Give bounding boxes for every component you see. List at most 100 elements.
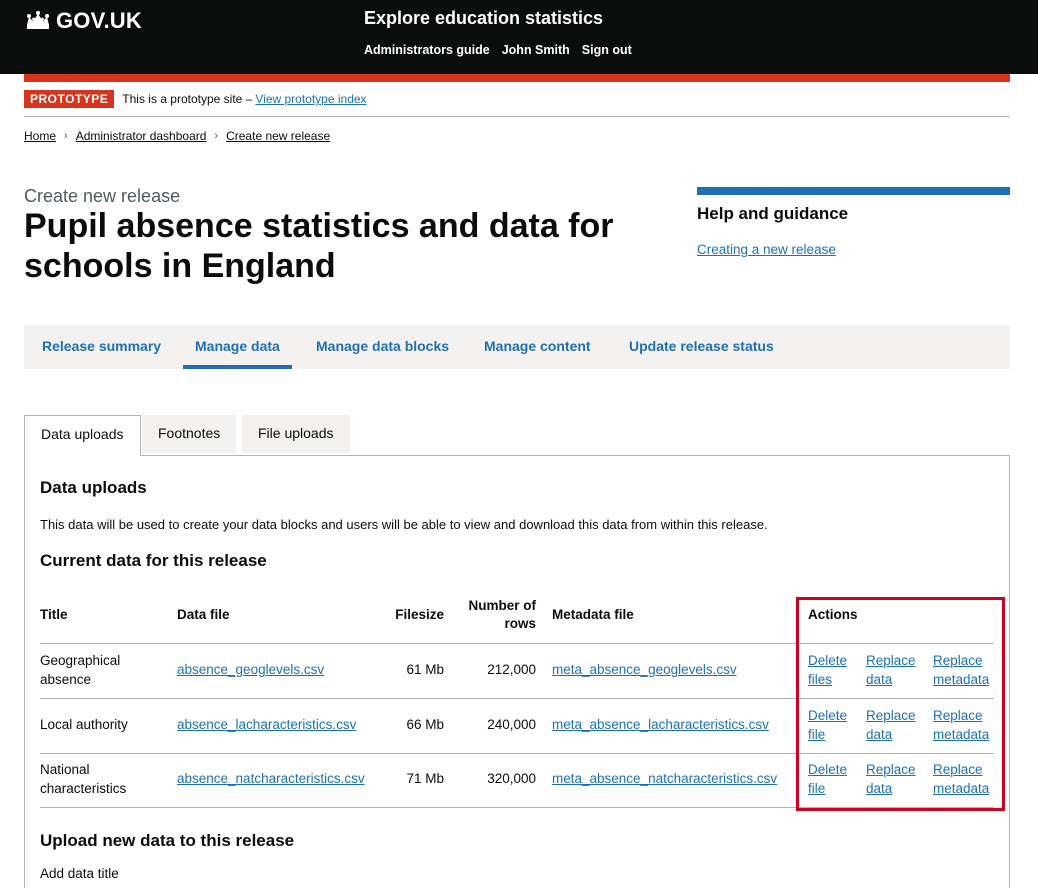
data-file-link[interactable]: absence_geoglevels.csv: [177, 662, 325, 677]
action-line2: data: [866, 727, 893, 742]
row-count: 320,000: [487, 771, 536, 786]
metadata-file-link[interactable]: meta_absence_geoglevels.csv: [552, 662, 737, 677]
action-line1: Replace: [866, 708, 916, 723]
nav-administrators-guide[interactable]: Administrators guide: [364, 43, 490, 57]
col-header-rows-line1: Number of: [468, 598, 537, 613]
govuk-logo[interactable]: GOV.UK: [24, 8, 142, 34]
replace-metadata-link[interactable]: Replace metadata: [933, 706, 989, 744]
table-row-divider: [40, 753, 994, 754]
metadata-file-link[interactable]: meta_absence_lacharacteristics.csv: [552, 717, 769, 732]
data-uploads-heading: Data uploads: [40, 478, 147, 497]
replace-data-link[interactable]: Replace data: [866, 651, 916, 689]
col-header-title: Title: [40, 607, 68, 622]
delete-file-link[interactable]: Delete file: [808, 760, 847, 798]
table-row-title: Local authority: [40, 715, 128, 734]
crown-icon: [27, 11, 49, 29]
nav-release-summary[interactable]: Release summary: [42, 338, 162, 354]
replace-metadata-link[interactable]: Replace metadata: [933, 760, 989, 798]
row-count: 212,000: [487, 662, 536, 677]
chevron-right-icon: ›: [64, 130, 68, 142]
action-line2: file: [808, 727, 826, 742]
help-heading: Help and guidance: [697, 204, 849, 223]
col-header-rows: Number of rows: [456, 597, 537, 633]
breadcrumb-home[interactable]: Home: [24, 129, 57, 143]
prototype-text: This is a prototype site –: [122, 92, 253, 106]
action-line1: Replace: [933, 653, 983, 668]
delete-files-link[interactable]: Delete files: [808, 651, 847, 689]
chevron-right-icon: ›: [214, 130, 219, 142]
tab-panel: [24, 455, 1010, 888]
header-nav: Administrators guide John Smith Sign out: [364, 43, 632, 57]
prototype-tag: PROTOTYPE: [24, 90, 115, 108]
table-row-title: National characteristics: [40, 760, 126, 798]
page-caption: Create new release: [24, 186, 181, 206]
logo-text: GOV.UK: [56, 8, 142, 33]
data-uploads-description: This data will be used to create your da…: [40, 517, 768, 532]
replace-data-link[interactable]: Replace data: [866, 760, 916, 798]
action-line1: Replace: [866, 762, 916, 777]
prototype-index-link[interactable]: View prototype index: [255, 92, 367, 106]
table-header-divider: [40, 643, 994, 644]
nav-user-name[interactable]: John Smith: [501, 43, 570, 57]
actions-highlight-box: [796, 597, 1005, 811]
help-link-creating-release[interactable]: Creating a new release: [697, 242, 836, 257]
table-row-divider: [40, 698, 994, 699]
replace-metadata-link[interactable]: Replace metadata: [933, 651, 989, 689]
col-header-actions: Actions: [808, 607, 858, 622]
data-file-link[interactable]: absence_lacharacteristics.csv: [177, 717, 357, 732]
row-filesize: 61 Mb: [406, 662, 444, 677]
action-line1: Delete: [808, 708, 848, 723]
upload-new-data-heading: Upload new data to this release: [40, 831, 295, 850]
nav-sign-out[interactable]: Sign out: [581, 43, 632, 57]
header-accent-bar: [24, 74, 1010, 82]
row-filesize: 66 Mb: [406, 717, 444, 732]
row-filesize: 71 Mb: [406, 771, 444, 786]
nav-active-indicator: [183, 365, 292, 369]
data-file-link[interactable]: absence_natcharacteristics.csv: [177, 771, 365, 786]
service-name[interactable]: Explore education statistics: [364, 8, 604, 28]
row-title-line1: Geographical: [40, 653, 121, 668]
col-header-rows-line2: rows: [504, 616, 536, 631]
action-line1: Replace: [933, 708, 983, 723]
breadcrumb: Home › Administrator dashboard › Create …: [24, 129, 330, 143]
action-line2: file: [808, 781, 826, 796]
release-nav: Release summary Manage data Manage data …: [24, 325, 1010, 369]
breadcrumb-admin-dashboard[interactable]: Administrator dashboard: [75, 129, 207, 143]
action-line2: files: [808, 672, 833, 687]
action-line2: data: [866, 781, 893, 796]
nav-manage-content[interactable]: Manage content: [484, 338, 591, 354]
col-header-metadata: Metadata file: [552, 607, 634, 622]
action-line2: metadata: [933, 672, 990, 687]
table-row-title: Geographical absence: [40, 651, 120, 689]
row-title-line2: absence: [40, 672, 92, 687]
banner-divider: [24, 116, 1010, 117]
metadata-file-link[interactable]: meta_absence_natcharacteristics.csv: [552, 771, 778, 786]
action-line1: Delete: [808, 762, 848, 777]
current-data-heading: Current data for this release: [40, 551, 267, 570]
nav-update-release-status[interactable]: Update release status: [629, 338, 774, 354]
row-title-line1: National: [40, 762, 90, 777]
action-line2: data: [866, 672, 893, 687]
row-count: 240,000: [487, 717, 536, 732]
delete-file-link[interactable]: Delete file: [808, 706, 847, 744]
add-data-title-label: Add data title: [40, 866, 119, 881]
col-header-data-file: Data file: [177, 607, 230, 622]
action-line1: Delete: [808, 653, 848, 668]
help-panel: Help and guidance Creating a new release: [697, 187, 1010, 257]
tab-data-uploads[interactable]: Data uploads: [24, 415, 141, 456]
action-line1: Replace: [866, 653, 916, 668]
nav-manage-data-blocks[interactable]: Manage data blocks: [316, 338, 450, 354]
tab-footnotes[interactable]: Footnotes: [142, 415, 237, 453]
prototype-banner: PROTOTYPE This is a prototype site – Vie…: [24, 90, 367, 108]
action-line2: metadata: [933, 727, 990, 742]
row-title-line1: Local authority: [40, 717, 128, 732]
replace-data-link[interactable]: Replace data: [866, 706, 916, 744]
tab-file-uploads[interactable]: File uploads: [242, 415, 350, 453]
breadcrumb-create-release[interactable]: Create new release: [226, 129, 331, 143]
row-title-line2: characteristics: [40, 781, 127, 796]
col-header-filesize: Filesize: [395, 607, 444, 622]
table-row-divider: [40, 807, 994, 808]
nav-manage-data[interactable]: Manage data: [195, 338, 280, 354]
page-title: Pupil absence statistics and data for sc…: [24, 207, 614, 285]
action-line1: Replace: [933, 762, 983, 777]
